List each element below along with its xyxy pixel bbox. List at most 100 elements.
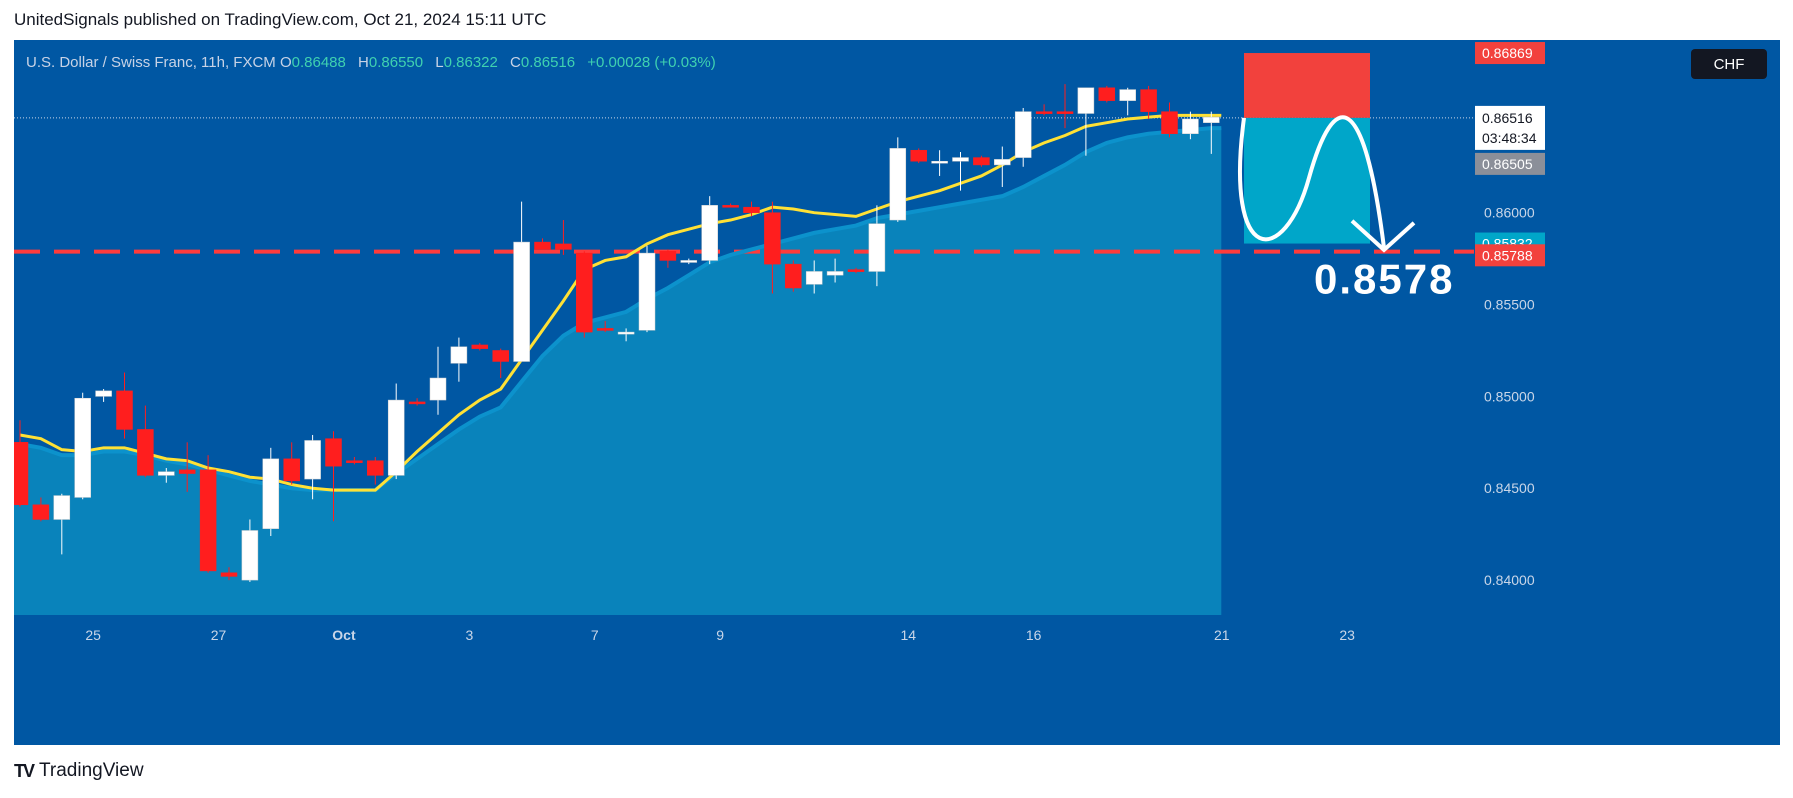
candle-body [346,460,363,463]
price-chart[interactable]: 0.8578 0.86000 0.85500 0.85000 0.84500 0.8400… [14,40,1780,745]
candle[interactable] [1014,107,1032,167]
candle-body [471,344,489,349]
ma-blue-line[interactable] [19,126,1222,493]
candle[interactable] [534,238,551,250]
x-tick-label: 9 [716,627,724,643]
candle-body [53,495,71,520]
candle[interactable] [262,447,280,537]
candle-body [1203,116,1220,123]
candle[interactable] [638,245,656,333]
candle[interactable] [492,348,509,379]
publisher-caption: UnitedSignals published on TradingView.c… [14,10,547,29]
candle-body [1098,87,1116,101]
candle[interactable] [973,155,990,167]
candle[interactable] [952,152,969,191]
candle[interactable] [701,196,718,265]
candle[interactable] [32,497,50,522]
x-tick-label: Oct [332,627,356,643]
candle[interactable] [241,519,259,582]
candle-body [889,148,907,221]
footer-brand[interactable]: TV TradingView [14,760,144,782]
candle[interactable] [158,468,175,483]
stop-loss-zone[interactable] [1244,53,1370,118]
candle-body [387,399,405,476]
candle[interactable] [785,260,802,292]
candle[interactable] [367,457,384,485]
time-axis[interactable] [14,615,1780,745]
candle[interactable] [847,267,865,274]
candle[interactable] [1056,84,1074,129]
candle[interactable] [387,383,405,480]
candle[interactable] [931,150,948,176]
candle[interactable] [471,343,489,351]
candle-body [910,149,927,162]
stop-price-tag: 0.86869 [1482,45,1533,61]
candle[interactable] [1077,87,1095,156]
candle[interactable] [95,389,112,402]
candle[interactable] [408,398,426,406]
candle-body [785,263,802,289]
candle[interactable] [617,328,635,342]
candle[interactable] [325,431,342,522]
ohlc-legend: U.S. Dollar / Swiss Franc, 11h, FXCM O0.… [26,54,724,71]
candle[interactable] [659,249,677,268]
candle[interactable] [910,148,927,164]
target-annotation[interactable]: 0.8578 [1314,256,1454,303]
candle[interactable] [1203,111,1220,154]
candle[interactable] [994,146,1011,187]
candle[interactable] [868,205,886,287]
candle-body [722,205,739,208]
candle[interactable] [14,420,29,507]
candle[interactable] [283,442,300,485]
candle[interactable] [826,258,844,283]
candle[interactable] [450,337,468,382]
current-price-tag-bg [1475,105,1545,150]
candle[interactable] [764,201,781,294]
candle[interactable] [429,346,447,415]
candle[interactable] [53,493,71,555]
candle[interactable] [178,442,196,492]
target-price-tag-bg [1475,244,1545,267]
forecast-arrow[interactable] [1238,115,1386,249]
candle[interactable] [1161,102,1178,138]
candle-body [659,251,677,261]
candle[interactable] [743,201,760,217]
candle-body [576,252,593,333]
candle[interactable] [889,137,907,222]
candle[interactable] [199,455,217,573]
candle[interactable] [513,201,530,362]
candle[interactable] [116,372,133,439]
open-label: O [279,54,292,71]
candle[interactable] [220,567,238,581]
candle-body [1182,118,1199,134]
candle-body [1161,111,1178,134]
candle-body [32,504,50,520]
candle-body [555,243,572,250]
symbol-title[interactable]: U.S. Dollar / Swiss Franc, 11h, FXCM [26,54,276,71]
ma-area-fill [14,128,1222,615]
current-price-tag: 0.86516 [1482,110,1533,126]
candle-body [137,429,154,476]
y-tick-label: 0.86000 [1484,205,1535,221]
candle[interactable] [304,434,321,500]
candle[interactable] [1182,111,1199,140]
candle[interactable] [576,251,593,338]
candle[interactable] [1140,85,1157,119]
candle[interactable] [722,203,739,208]
candle[interactable] [1098,85,1116,103]
candle[interactable] [74,392,91,500]
candle[interactable] [1035,104,1053,116]
candle[interactable] [137,405,154,478]
y-tick-label: 0.84000 [1484,572,1535,588]
candle[interactable] [805,260,823,294]
chart-frame[interactable]: 0.8578 0.86000 0.85500 0.85000 0.84500 0.8400… [14,40,1780,745]
footer-brand-label: TradingView [39,760,144,781]
candle[interactable] [555,220,572,255]
candle[interactable] [596,321,614,333]
tradingview-logo-icon: TV [14,760,35,781]
candle-body [826,271,844,276]
candle[interactable] [1119,87,1136,116]
candle[interactable] [346,457,363,465]
candle[interactable] [680,258,698,265]
currency-button[interactable]: CHF [1691,49,1767,79]
